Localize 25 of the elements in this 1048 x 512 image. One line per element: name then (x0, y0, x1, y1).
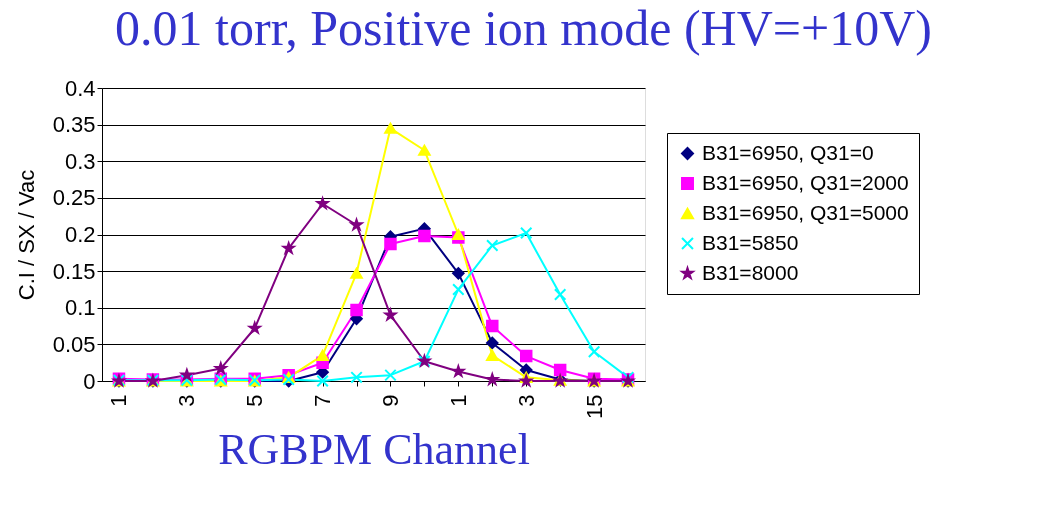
chart-title: 0.01 torr, Positive ion mode (HV=+10V) (115, 0, 932, 56)
y-axis-title: C.I / SX / Vac (13, 169, 39, 301)
x-tick-label: 3 (513, 394, 539, 407)
x-tick-label: 1 (106, 394, 132, 407)
y-tick-label: 0 (83, 368, 96, 394)
x-tick-label: 9 (377, 394, 403, 407)
legend-label: B31=8000 (702, 260, 799, 284)
legend-label: B31=6950, Q31=5000 (702, 200, 909, 224)
x-tick-label: 3 (174, 394, 200, 407)
y-tick-label: 0.4 (64, 75, 96, 101)
y-tick-label: 0.25 (52, 185, 96, 211)
y-tick-label: 0.3 (64, 148, 96, 174)
legend-label: B31=5850 (702, 230, 799, 254)
x-tick-label: 1 (445, 394, 471, 407)
y-tick-label: 0.15 (52, 258, 96, 284)
x-tick-label: 5 (242, 394, 268, 407)
legend-label: B31=6950, Q31=2000 (702, 170, 909, 194)
x-tick-label: 15 (581, 394, 607, 419)
y-tick-label: 0.1 (64, 295, 96, 321)
legend-label: B31=6950, Q31=0 (702, 140, 874, 164)
y-tick-label: 0.35 (52, 112, 96, 138)
y-tick-label: 0.2 (64, 222, 96, 247)
x-tick-label: 7 (310, 394, 336, 407)
x-axis-title: RGBPM Channel (218, 424, 530, 474)
y-tick-label: 0.05 (52, 331, 96, 357)
